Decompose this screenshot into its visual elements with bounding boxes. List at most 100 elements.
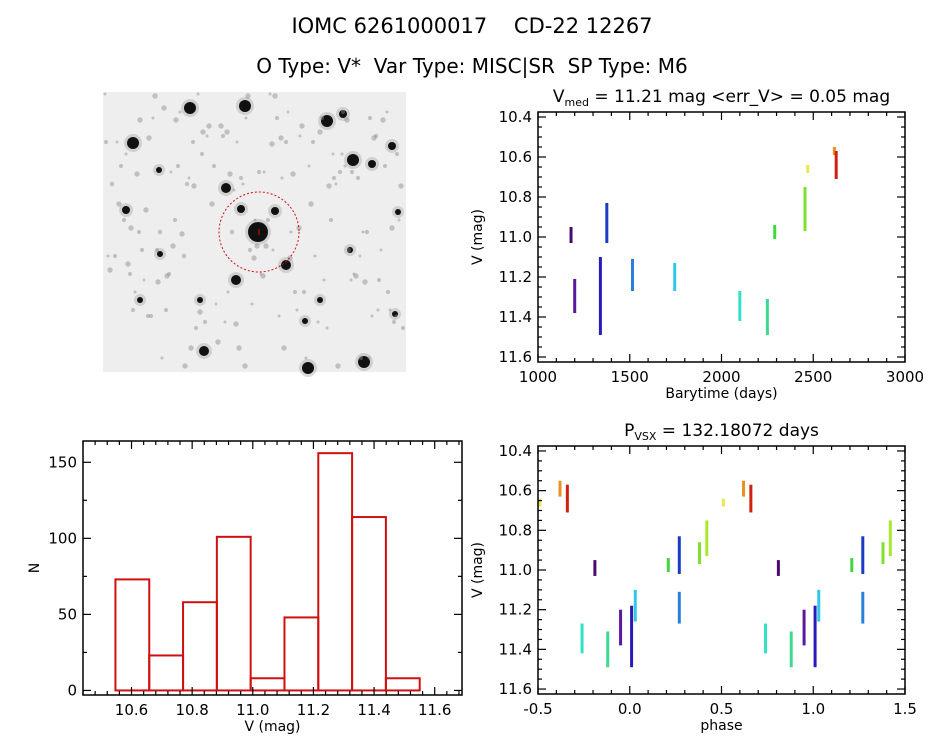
- faint-star: [265, 217, 271, 223]
- faint-star: [226, 290, 230, 294]
- faint-star: [400, 325, 406, 331]
- x-tick-label: 10.6: [115, 701, 148, 719]
- data-point-cluster: [817, 589, 821, 622]
- data-point-cluster: [558, 480, 562, 497]
- faint-star: [317, 129, 323, 135]
- faint-star: [172, 217, 178, 223]
- faint-star: [242, 363, 248, 369]
- faint-star: [385, 110, 389, 114]
- faint-star: [296, 225, 302, 231]
- data-point-cluster: [861, 591, 865, 624]
- x-tick-label: 1.5: [893, 700, 917, 718]
- faint-star: [245, 93, 251, 99]
- faint-star: [256, 169, 262, 175]
- faint-star: [143, 207, 149, 213]
- faint-star: [352, 272, 356, 276]
- faint-star: [220, 133, 226, 139]
- histogram-bar: [215, 535, 252, 692]
- star: [122, 206, 130, 214]
- star: [281, 260, 291, 270]
- x-tick-label: 2000: [702, 368, 740, 386]
- faint-star: [163, 307, 169, 313]
- data-point-cluster: [538, 498, 542, 507]
- histogram-bar: [317, 452, 354, 692]
- y-tick-label: 11.4: [499, 640, 532, 658]
- faint-star: [349, 278, 353, 282]
- data-point-cluster: [888, 520, 892, 557]
- faint-star: [298, 134, 302, 138]
- faint-star: [337, 169, 343, 175]
- faint-star: [211, 163, 217, 169]
- y-tick-label: 0: [67, 681, 77, 699]
- faint-star: [331, 152, 335, 156]
- data-point-cluster: [673, 263, 677, 291]
- faint-star: [344, 117, 350, 123]
- faint-star: [367, 115, 373, 121]
- y-tick-label: 11.2: [499, 268, 532, 286]
- faint-star: [127, 271, 133, 277]
- faint-star: [128, 225, 134, 231]
- data-point-cluster: [861, 536, 865, 574]
- x-tick-label: 11.6: [418, 701, 451, 719]
- axes-frame: [537, 111, 906, 363]
- star: [156, 167, 162, 173]
- x-tick-label: 0.5: [710, 700, 734, 718]
- faint-star: [184, 181, 190, 187]
- data-point-cluster: [813, 605, 817, 668]
- plot-title: PVSX = 132.18072 days: [624, 421, 819, 443]
- histogram-bar: [351, 516, 387, 692]
- faint-star: [130, 307, 136, 313]
- faint-star: [376, 277, 382, 283]
- data-point-cluster: [697, 542, 701, 565]
- faint-star: [254, 243, 260, 249]
- target-circle: [218, 191, 300, 273]
- faint-star: [193, 325, 199, 331]
- data-point-cluster: [580, 623, 584, 654]
- faint-star: [238, 175, 244, 181]
- faint-star: [224, 129, 230, 135]
- faint-star: [235, 140, 239, 144]
- faint-star: [325, 326, 329, 330]
- faint-star: [137, 117, 143, 123]
- faint-star: [373, 133, 379, 139]
- x-tick-label: -0.5: [523, 700, 552, 718]
- faint-star: [175, 163, 181, 169]
- faint-star: [364, 229, 370, 235]
- faint-star: [281, 345, 287, 351]
- y-tick-label: 11.6: [499, 680, 532, 698]
- faint-star: [292, 289, 298, 295]
- data-point-cluster: [565, 484, 569, 513]
- faint-star: [244, 116, 248, 120]
- faint-star: [232, 188, 236, 192]
- faint-star: [389, 225, 395, 231]
- faint-star: [361, 230, 365, 234]
- faint-star: [142, 278, 146, 282]
- data-point-cluster: [850, 558, 854, 572]
- faint-star: [160, 356, 164, 360]
- faint-star: [307, 164, 311, 168]
- figure-title: IOMC 6261000017 CD-22 12267: [291, 14, 653, 38]
- faint-star: [200, 129, 206, 135]
- faint-star: [164, 273, 170, 279]
- data-point-cluster: [765, 299, 769, 335]
- faint-star: [190, 139, 196, 145]
- faint-star: [253, 218, 257, 222]
- faint-star: [187, 176, 191, 180]
- faint-star: [289, 230, 293, 234]
- data-point-cluster: [764, 623, 768, 654]
- faint-star: [241, 182, 245, 186]
- faint-star: [169, 170, 173, 174]
- faint-star: [112, 253, 118, 259]
- star: [127, 137, 139, 149]
- x-tick-label: 11.2: [297, 701, 330, 719]
- faint-star: [260, 273, 266, 279]
- axes-frame: [82, 440, 463, 696]
- faint-star: [229, 229, 235, 235]
- y-tick-label: 10.6: [499, 482, 532, 500]
- y-tick-label: 10.8: [499, 521, 532, 539]
- y-tick-label: 11.4: [499, 308, 532, 326]
- faint-star: [398, 183, 404, 189]
- faint-star: [287, 255, 293, 261]
- data-point-cluster: [802, 609, 806, 646]
